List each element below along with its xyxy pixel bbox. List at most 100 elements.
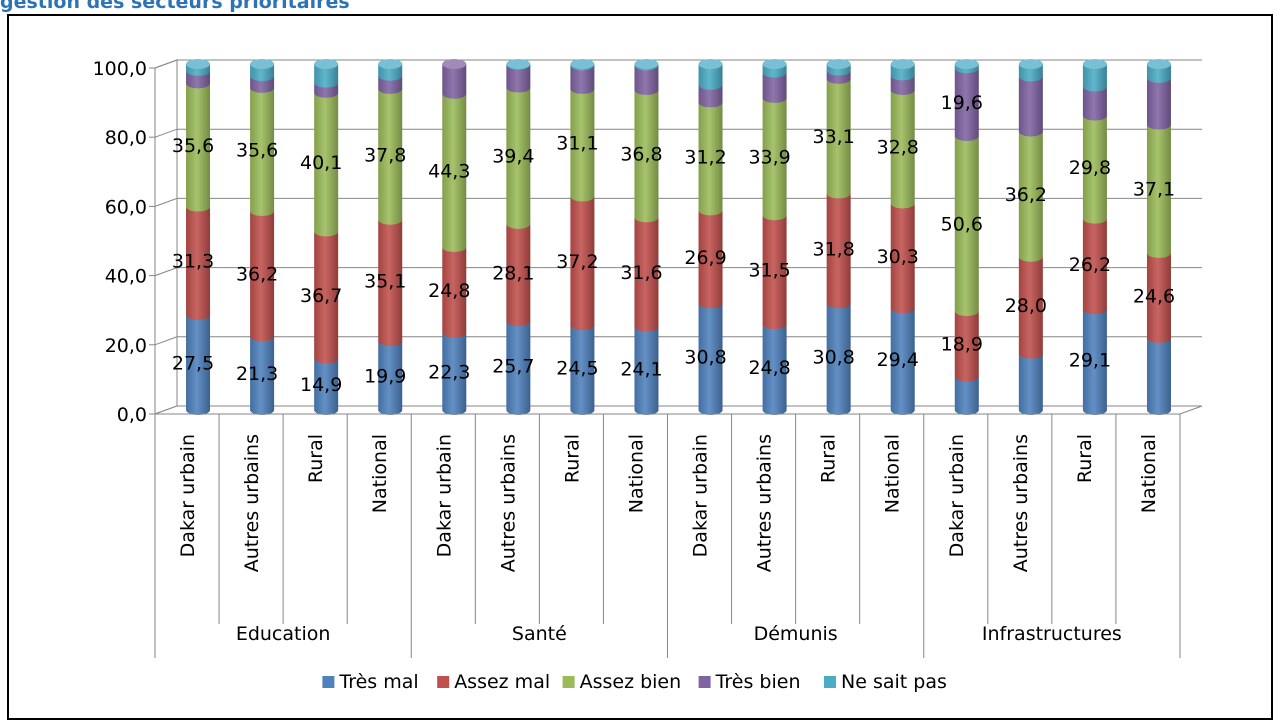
bar-segment-tr-s-mal	[506, 321, 531, 415]
bar-segment-tr-s-mal	[954, 376, 979, 415]
y-tick-label: 0,0	[117, 404, 147, 426]
bar-segment-tr-s-mal	[442, 332, 467, 415]
x-category-label: Autres urbains	[754, 434, 776, 572]
legend-swatch	[698, 676, 711, 688]
data-label: 26,2	[1069, 254, 1111, 276]
data-label: 40,1	[300, 152, 342, 174]
y-tick-label: 40,0	[105, 266, 147, 288]
legend-label: Très mal	[338, 671, 418, 693]
x-group-label: Santé	[512, 623, 567, 645]
bar-top-cap	[186, 59, 211, 69]
bar-top-cap	[570, 59, 595, 69]
x-category-label: Dakar urbain	[690, 434, 712, 557]
bar-segment-assez-bien	[826, 78, 851, 199]
bar-segment-tr-s-mal	[634, 326, 659, 415]
bar-segment-assez-mal	[186, 206, 211, 320]
legend-swatch	[437, 676, 450, 688]
data-label: 39,4	[492, 146, 534, 168]
legend: Très mal Assez mal Assez bien Très bien Ne s…	[322, 671, 947, 693]
data-label: 26,9	[684, 247, 726, 269]
x-category-label: Dakar urbain	[946, 434, 968, 557]
bar-segment-tr-s-bien	[954, 68, 979, 141]
legend-item: Assez bien	[562, 671, 682, 693]
x-category-label: Rural	[818, 434, 840, 483]
data-label: 36,7	[300, 285, 342, 307]
bar-top-cap	[698, 59, 723, 69]
data-label: 32,8	[877, 137, 919, 159]
bar-segment-tr-s-mal	[314, 358, 339, 415]
bar-segment-ne-sait-pas	[698, 64, 723, 90]
bar-segment-tr-s-bien	[698, 84, 723, 108]
legend-swatch	[824, 676, 836, 688]
x-category-label: National	[369, 434, 391, 513]
data-label: 19,6	[941, 92, 983, 114]
bar-segment-assez-mal	[506, 223, 531, 327]
bar-segment-tr-s-bien	[890, 75, 915, 95]
bar-top-cap	[250, 59, 275, 69]
bar-top-cap	[762, 59, 787, 69]
data-label: 29,8	[1069, 157, 1111, 179]
x-category-label: National	[1138, 434, 1160, 513]
data-label: 36,2	[236, 264, 278, 286]
bar-segment-ne-sait-pas	[1018, 64, 1043, 82]
chart-frame: 0,0 20,0 40,0 60,0 80,0 100,0 27,5 31,3 35,6 21,3…	[7, 14, 1273, 720]
bar-segment-assez-mal	[954, 311, 979, 382]
bar-segment-assez-bien	[506, 87, 531, 229]
bar-segment-assez-bien	[890, 89, 915, 209]
bar-top-cap	[890, 59, 915, 69]
bar-segment-assez-mal	[1082, 218, 1107, 315]
bar-segment-ne-sait-pas	[1146, 64, 1171, 83]
data-label: 33,1	[813, 126, 855, 148]
bar-segment-assez-mal	[378, 219, 403, 347]
data-label: 36,8	[620, 144, 662, 166]
bar-segment-ne-sait-pas	[314, 64, 339, 88]
x-category-label: Rural	[1074, 434, 1096, 483]
data-label: 28,1	[492, 262, 534, 284]
bar-segment-tr-s-bien	[762, 72, 787, 103]
legend-item: Assez mal	[437, 671, 550, 693]
bar-segment-ne-sait-pas	[1082, 64, 1107, 92]
bar-top-cap	[1018, 59, 1043, 69]
x-category-label: Dakar urbain	[433, 434, 455, 557]
y-tick-label: 20,0	[105, 335, 147, 357]
data-label: 30,8	[813, 347, 855, 369]
bar-segment-assez-mal	[826, 193, 851, 309]
data-label: 31,3	[172, 251, 214, 273]
bar-segment-tr-s-mal	[826, 303, 851, 415]
legend-item: Très bien	[698, 671, 801, 693]
bar-segment-tr-s-bien	[570, 65, 595, 94]
bar-segment-assez-bien	[250, 87, 275, 217]
data-label: 24,8	[748, 357, 790, 379]
bar-top-cap	[378, 59, 403, 69]
bar-segment-tr-s-mal	[570, 325, 595, 415]
bar-segment-assez-mal	[1018, 256, 1043, 359]
x-category-label: Rural	[561, 434, 583, 483]
bar-segment-assez-mal	[634, 217, 659, 332]
data-label: 37,8	[364, 144, 406, 166]
bar-segment-assez-mal	[1146, 252, 1171, 344]
x-category-label: Autres urbains	[497, 434, 519, 572]
x-group-label: Infrastructures	[982, 623, 1122, 645]
data-label: 19,9	[364, 366, 406, 388]
y-tick-label: 80,0	[105, 127, 147, 149]
bar-segment-assez-mal	[250, 211, 275, 342]
bar-segment-assez-bien	[186, 83, 211, 212]
data-label: 30,3	[877, 246, 919, 268]
bar-segment-assez-bien	[954, 135, 979, 317]
y-tick-label: 60,0	[105, 196, 147, 218]
legend-label: Assez bien	[580, 671, 682, 693]
bar-segment-tr-s-bien	[1146, 77, 1171, 130]
legend-item: Ne sait pas	[824, 671, 947, 693]
x-group-label: Démunis	[754, 623, 838, 645]
data-label: 31,6	[620, 262, 662, 284]
bar-segment-tr-s-mal	[378, 341, 403, 415]
bar-segment-tr-s-bien	[1018, 76, 1043, 137]
data-label: 25,7	[492, 356, 534, 378]
bar-segment-tr-s-bien	[506, 64, 531, 93]
data-label: 50,6	[941, 214, 983, 236]
bar-segment-assez-mal	[570, 196, 595, 331]
bar-segment-assez-mal	[314, 231, 339, 364]
bar-segment-tr-s-bien	[378, 75, 403, 94]
bar-segment-assez-mal	[890, 203, 915, 314]
data-label: 29,4	[877, 349, 919, 371]
